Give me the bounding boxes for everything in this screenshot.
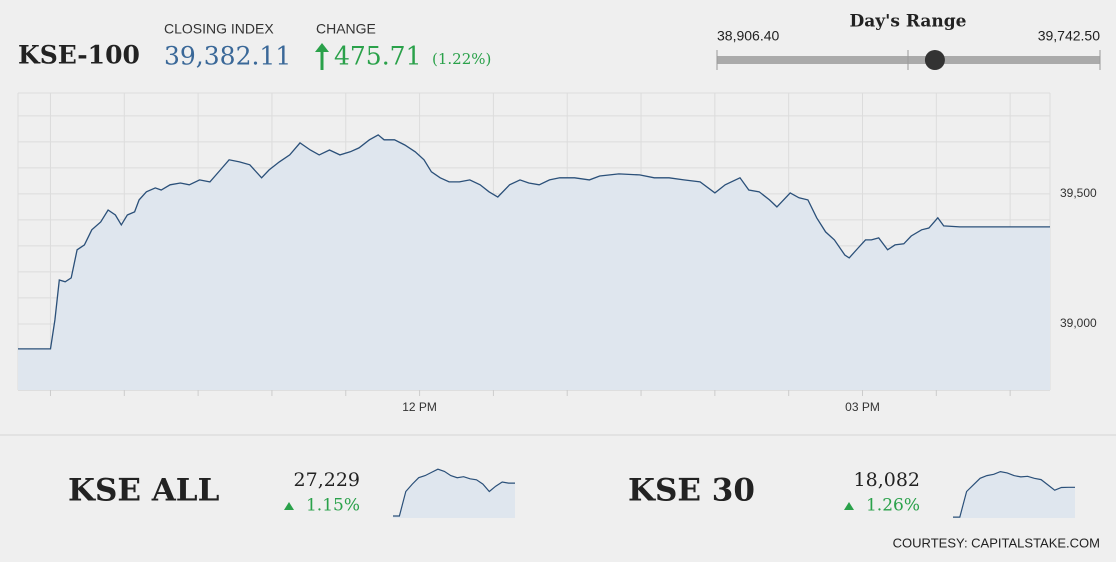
- ticker-last: 18,082: [854, 469, 920, 491]
- change-label: CHANGE: [316, 21, 376, 37]
- up-triangle: [844, 502, 854, 510]
- range-high: 39,742.50: [1038, 28, 1100, 44]
- sparkline: [393, 468, 515, 517]
- sparkline: [953, 470, 1075, 518]
- ticker-name: KSE ALL: [68, 473, 220, 509]
- courtesy: COURTESY: CAPITALSTAKE.COM: [893, 535, 1100, 550]
- closing-index: 39,382.11: [164, 42, 291, 71]
- index-name: KSE-100: [18, 41, 140, 70]
- ticker-change: 1.15%: [306, 496, 360, 516]
- y-tick-label: 39,000: [1060, 316, 1097, 330]
- x-tick-label: 03 PM: [845, 400, 880, 414]
- change-value: 475.71: [334, 42, 421, 71]
- y-tick-label: 39,500: [1060, 186, 1097, 200]
- range-title: Day's Range: [850, 12, 967, 32]
- arrow-head: [315, 43, 329, 52]
- closing-label: CLOSING INDEX: [164, 21, 274, 37]
- ticker-name: KSE 30: [628, 473, 755, 509]
- ticker-last: 27,229: [294, 469, 360, 491]
- price-line: [18, 134, 1050, 350]
- up-arrow: [315, 43, 329, 70]
- range-low: 38,906.40: [717, 28, 779, 44]
- up-triangle: [284, 502, 294, 510]
- sparkline-fill: [953, 471, 1075, 518]
- change-percent: (1.22%): [432, 50, 491, 68]
- sparkline-fill: [393, 469, 515, 518]
- x-tick-label: 12 PM: [402, 400, 437, 414]
- area-fill: [18, 134, 1050, 390]
- range-marker: [924, 50, 945, 70]
- ticker-change: 1.26%: [866, 496, 920, 516]
